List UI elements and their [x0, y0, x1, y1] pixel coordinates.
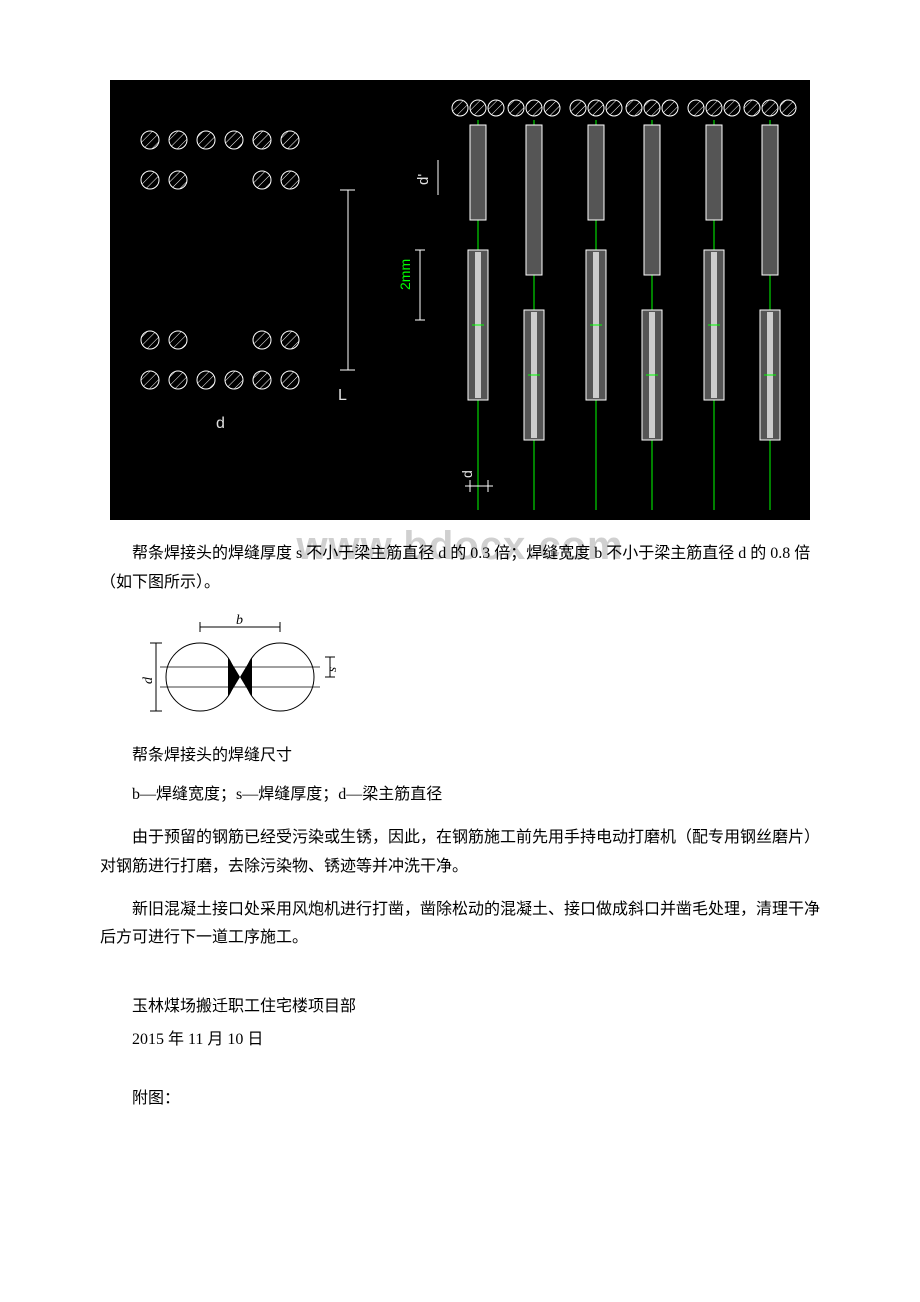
- dim-label-L: L: [338, 387, 347, 404]
- figure-caption: 帮条焊接头的焊缝尺寸: [132, 742, 820, 771]
- label-b: b: [236, 613, 243, 628]
- label-d-right: d: [459, 470, 475, 478]
- label-d-prime: d': [415, 174, 432, 185]
- label-2mm: 2mm: [397, 259, 413, 290]
- label-d-small: d: [141, 676, 156, 684]
- paragraph-weld-spec: 帮条焊接头的焊缝厚度 s 不小于梁主筋直径 d 的 0.3 倍；焊缝宽度 b 不…: [100, 540, 820, 598]
- date-line: 2015 年 11 月 10 日: [132, 1026, 820, 1055]
- dim-label-d-left: d: [216, 415, 225, 432]
- cad-diagram: L d: [110, 80, 810, 520]
- label-s: s: [324, 667, 339, 672]
- figure-legend: b—焊缝宽度；s—焊缝厚度；d—梁主筋直径: [100, 781, 820, 810]
- left-cross-section: L d: [141, 131, 355, 432]
- appendix-label: 附图：: [132, 1085, 820, 1114]
- paragraph-chiseling: 新旧混凝土接口处采用风炮机进行打凿，凿除松动的混凝土、接口做成斜口并凿毛处理，清…: [100, 896, 820, 954]
- paragraph-grinding: 由于预留的钢筋已经受污染或生锈，因此，在钢筋施工前先用手持电动打磨机（配专用钢丝…: [100, 824, 820, 882]
- weld-cross-section-figure: b s d: [140, 612, 820, 733]
- signature-line: 玉林煤场搬迁职工住宅楼项目部: [132, 993, 820, 1022]
- right-elevation: 2mm d' d: [397, 100, 796, 510]
